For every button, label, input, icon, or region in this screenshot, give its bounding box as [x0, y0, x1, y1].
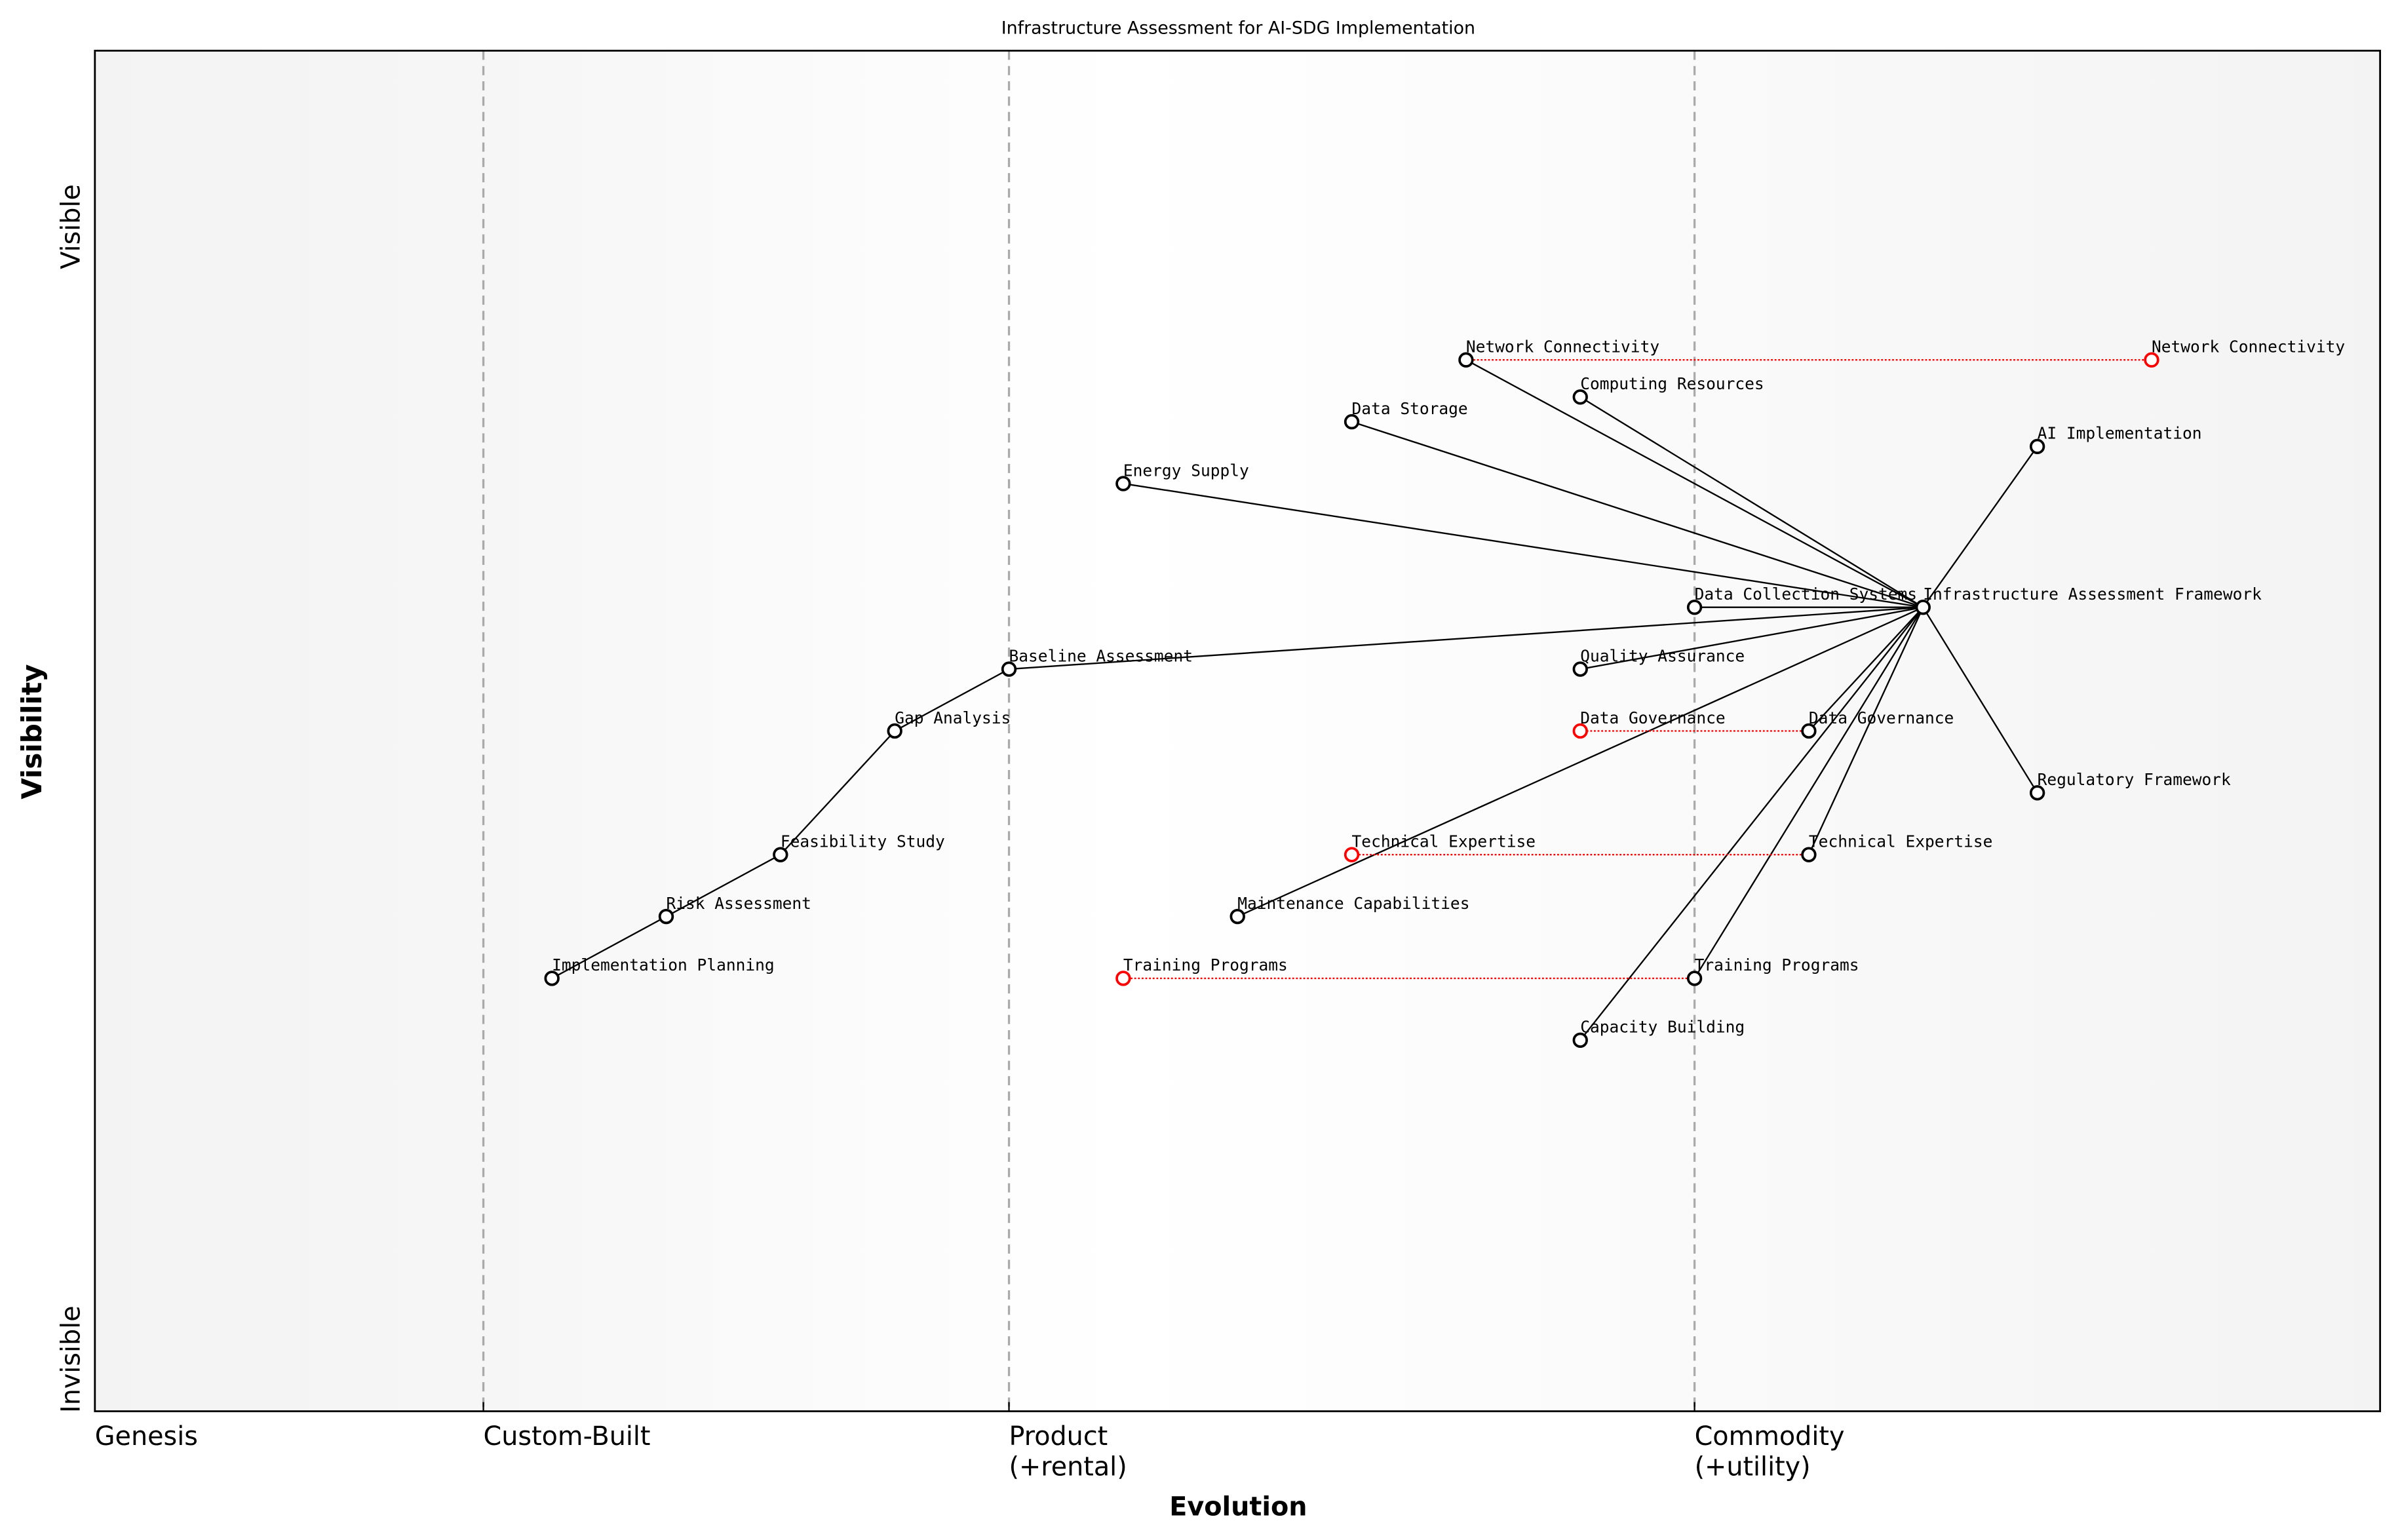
y-tick-invisible: Invisible: [56, 1305, 86, 1413]
evolved-node: [1344, 847, 1360, 862]
component-node: [1801, 847, 1817, 862]
component-label: Capacity Building: [1580, 1018, 1745, 1037]
component-label: Data Governance: [1809, 708, 1954, 727]
component-label: Baseline Assessment: [1009, 646, 1193, 665]
component-node: [1572, 1032, 1588, 1048]
stage-label: Custom-Built: [484, 1421, 651, 1452]
dependency-link: [1808, 607, 1924, 855]
component-label: Implementation Planning: [552, 955, 774, 974]
component-node: [2029, 785, 2045, 801]
dependency-link: [1123, 482, 1924, 608]
component-label: Data Collection Systems: [1695, 585, 1917, 604]
stage-label: Genesis: [95, 1421, 198, 1452]
evolved-node-label: Network Connectivity: [2152, 337, 2345, 356]
dependency-link: [1237, 606, 1924, 917]
dependency-link: [1922, 607, 2038, 794]
stage-label: Commodity (+utility): [1695, 1421, 1845, 1482]
dependency-link: [665, 854, 781, 917]
component-node: [1686, 971, 1703, 986]
component-label: Maintenance Capabilities: [1237, 894, 1469, 913]
component-label: Quality Assurance: [1580, 646, 1745, 665]
component-node: [887, 723, 902, 739]
dependency-link: [779, 730, 896, 855]
dependency-link: [1808, 606, 1924, 732]
stage-label: Product (+rental): [1009, 1421, 1127, 1482]
dependency-link: [894, 668, 1010, 732]
component-label: Computing Resources: [1580, 374, 1764, 393]
component-node: [2029, 438, 2045, 455]
dependency-link: [1579, 396, 1924, 608]
component-node: [544, 971, 560, 986]
y-tick-visible: Visible: [56, 184, 86, 269]
component-node: [1229, 908, 1245, 925]
component-node: [773, 847, 788, 862]
dependency-link: [1694, 607, 1924, 979]
dependency-link: [1579, 606, 1924, 1041]
dependency-link: [1351, 421, 1924, 608]
component-node: [1458, 352, 1474, 368]
dependency-link: [1922, 446, 2038, 608]
component-label: Gap Analysis: [895, 708, 1011, 727]
component-node: [1001, 661, 1017, 677]
y-axis-label: Visibility: [16, 664, 48, 799]
component-label: Energy Supply: [1123, 461, 1249, 480]
component-label: Training Programs: [1695, 955, 1859, 974]
component-node: [1915, 600, 1931, 615]
evolved-node: [2144, 352, 2159, 368]
component-label: Data Storage: [1352, 399, 1468, 418]
evolved-node-label: Training Programs: [1123, 955, 1288, 974]
component-node: [1115, 476, 1131, 491]
x-axis-label: Evolution: [1169, 1492, 1307, 1522]
component-node: [658, 908, 674, 925]
dependency-link: [1465, 359, 1924, 608]
component-label: Network Connectivity: [1466, 337, 1659, 356]
component-label: Infrastructure Assessment Framework: [1923, 585, 2262, 604]
component-label: Risk Assessment: [667, 894, 811, 913]
plot-frame: [94, 49, 2382, 1412]
plot-background: [94, 50, 2380, 1412]
component-node: [1686, 600, 1703, 615]
dependency-link: [1580, 606, 1924, 670]
component-node: [1801, 723, 1817, 739]
evolved-node-label: Technical Expertise: [1352, 832, 1536, 851]
evolved-node: [1115, 971, 1131, 986]
dependency-link: [1009, 606, 1924, 670]
component-node: [1572, 389, 1588, 405]
component-label: AI Implementation: [2038, 424, 2202, 443]
component-label: Regulatory Framework: [2038, 770, 2231, 789]
dependency-link: [551, 915, 667, 979]
evolved-node-label: Data Governance: [1580, 708, 1725, 727]
component-label: Feasibility Study: [781, 832, 945, 851]
component-node: [1572, 661, 1588, 677]
chart-title: Infrastructure Assessment for AI-SDG Imp…: [1001, 18, 1475, 39]
evolved-node: [1572, 723, 1588, 739]
component-label: Technical Expertise: [1809, 832, 1992, 851]
component-node: [1344, 414, 1360, 430]
